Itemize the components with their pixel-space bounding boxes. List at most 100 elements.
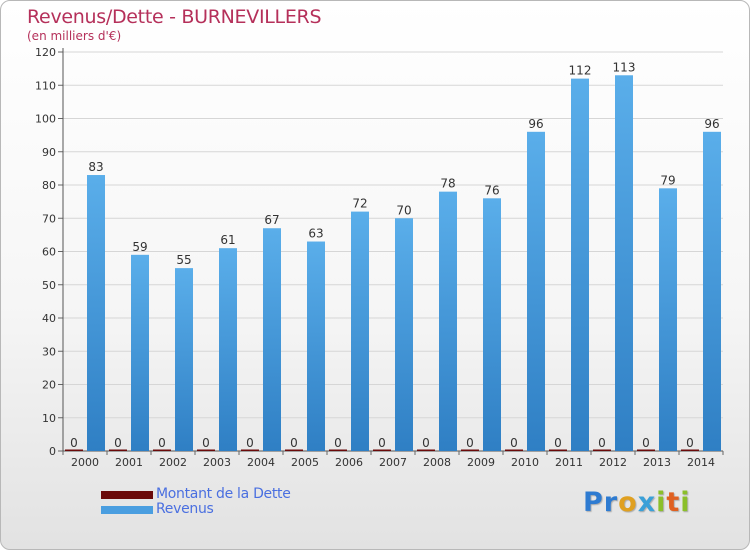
data-label-dette: 0 — [598, 436, 606, 450]
logo-letter: i — [656, 487, 667, 518]
chart-subtitle: (en milliers d'€) — [27, 29, 122, 43]
data-label-revenus: 79 — [660, 173, 675, 187]
bar-dette — [637, 449, 655, 451]
data-label-dette: 0 — [290, 436, 298, 450]
data-label-revenus: 96 — [704, 117, 719, 131]
bar-dette — [461, 449, 479, 451]
data-label-revenus: 55 — [176, 253, 191, 267]
data-label-revenus: 61 — [220, 233, 235, 247]
bar-revenus — [527, 131, 545, 452]
y-tick-label: 60 — [42, 246, 56, 259]
logo-letter: t — [666, 487, 681, 518]
data-label-dette: 0 — [686, 436, 694, 450]
chart-title: Revenus/Dette - BURNEVILLERS — [27, 6, 322, 28]
legend-swatch-dette — [101, 491, 153, 499]
bar-revenus — [307, 241, 325, 451]
legend-swatch-revenus — [101, 506, 153, 514]
x-tick-label: 2011 — [555, 456, 583, 469]
bar-dette — [549, 449, 567, 451]
x-tick-label: 2005 — [291, 456, 319, 469]
x-tick-label: 2010 — [511, 456, 539, 469]
y-tick-label: 70 — [42, 212, 56, 225]
bar-dette — [285, 449, 303, 451]
bar-dette — [153, 449, 171, 451]
data-label-dette: 0 — [334, 436, 342, 450]
bar-dette — [505, 449, 523, 451]
bar-revenus — [131, 254, 149, 451]
legend-label-dette: Montant de la Dette — [156, 486, 291, 502]
bar-revenus — [351, 211, 369, 451]
data-label-dette: 0 — [70, 436, 78, 450]
x-tick-label: 2009 — [467, 456, 495, 469]
bar-dette — [681, 449, 699, 451]
bar-dette — [65, 449, 83, 451]
data-label-revenus: 112 — [569, 64, 592, 78]
logo-letter: r — [603, 487, 619, 518]
proxiti-logo: Proxiti — [583, 487, 691, 518]
x-tick-label: 2001 — [115, 456, 143, 469]
legend-label-revenus: Revenus — [156, 501, 214, 517]
bar-revenus — [219, 248, 237, 451]
data-label-dette: 0 — [422, 436, 430, 450]
bar-revenus — [659, 188, 677, 451]
data-label-revenus: 67 — [264, 213, 279, 227]
bar-dette — [329, 449, 347, 451]
bar-revenus — [263, 228, 281, 451]
y-tick-label: 120 — [35, 46, 56, 59]
x-tick-label: 2002 — [159, 456, 187, 469]
data-label-dette: 0 — [466, 436, 474, 450]
logo-letter: o — [618, 487, 638, 518]
bar-revenus — [615, 75, 633, 452]
data-label-dette: 0 — [114, 436, 122, 450]
data-label-revenus: 76 — [484, 183, 499, 197]
x-tick-label: 2003 — [203, 456, 231, 469]
data-label-dette: 0 — [378, 436, 386, 450]
data-label-revenus: 63 — [308, 227, 323, 241]
bar-revenus — [483, 198, 501, 451]
bar-dette — [417, 449, 435, 451]
bar-dette — [109, 449, 127, 451]
y-tick-label: 40 — [42, 312, 56, 325]
data-label-dette: 0 — [554, 436, 562, 450]
logo-letter: x — [637, 487, 657, 518]
x-tick-label: 2013 — [643, 456, 671, 469]
data-label-dette: 0 — [642, 436, 650, 450]
x-tick-label: 2004 — [247, 456, 275, 469]
x-tick-label: 2007 — [379, 456, 407, 469]
y-tick-label: 30 — [42, 345, 56, 358]
data-label-dette: 0 — [202, 436, 210, 450]
data-label-revenus: 113 — [613, 60, 636, 74]
bar-dette — [593, 449, 611, 451]
bar-revenus — [703, 131, 721, 452]
x-tick-label: 2008 — [423, 456, 451, 469]
y-tick-label: 10 — [42, 412, 56, 425]
bar-revenus — [439, 191, 457, 451]
x-tick-label: 2012 — [599, 456, 627, 469]
y-tick-label: 90 — [42, 146, 56, 159]
bar-revenus — [87, 175, 105, 451]
data-label-revenus: 83 — [88, 160, 103, 174]
logo-letter: i — [680, 487, 691, 518]
y-tick-label: 50 — [42, 279, 56, 292]
data-label-revenus: 96 — [528, 117, 543, 131]
bar-dette — [197, 449, 215, 451]
y-tick-label: 80 — [42, 179, 56, 192]
bar-revenus — [571, 78, 589, 451]
y-tick-label: 100 — [35, 113, 56, 126]
y-tick-label: 110 — [35, 79, 56, 92]
logo-letter: P — [583, 487, 604, 518]
data-label-revenus: 72 — [352, 197, 367, 211]
data-label-dette: 0 — [158, 436, 166, 450]
data-label-dette: 0 — [510, 436, 518, 450]
x-tick-label: 2000 — [71, 456, 99, 469]
data-label-dette: 0 — [246, 436, 254, 450]
bar-revenus — [395, 218, 413, 451]
bar-dette — [373, 449, 391, 451]
bar-revenus — [175, 268, 193, 451]
x-tick-label: 2014 — [687, 456, 715, 469]
data-label-revenus: 59 — [132, 240, 147, 254]
y-tick-label: 0 — [49, 445, 56, 458]
data-label-revenus: 70 — [396, 203, 411, 217]
